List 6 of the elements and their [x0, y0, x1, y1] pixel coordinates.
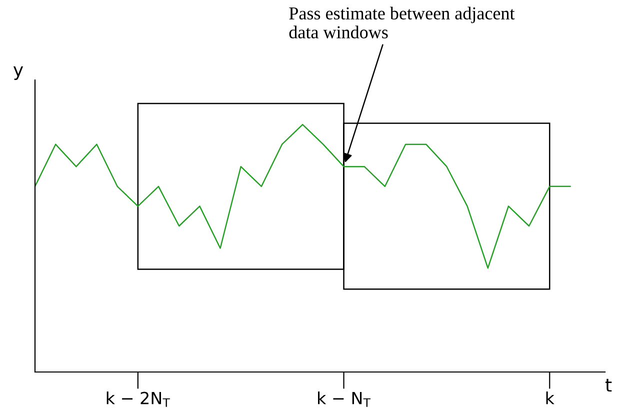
x-tick-label: k − 2N$_{T}$ — [106, 391, 170, 407]
x-axis-title: t — [605, 378, 612, 392]
x-tick-label: k — [546, 391, 554, 404]
x-tick-label: k − N$_{T}$ — [318, 391, 371, 407]
annotation: Pass estimate between adjacent data windows — [289, 6, 515, 38]
y-axis-title: y — [13, 66, 24, 80]
